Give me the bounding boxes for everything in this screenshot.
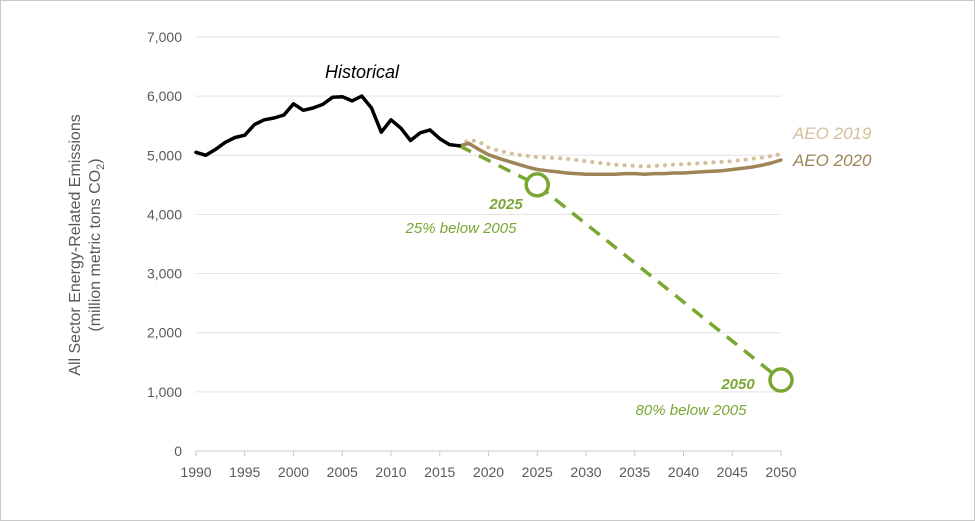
x-tick-label: 2020 <box>473 464 504 480</box>
series-group <box>194 94 783 382</box>
y-axis-label-line2-prefix: (million metric tons CO <box>87 170 104 332</box>
target-2025-marker <box>524 172 550 198</box>
target-2050-label: 2050 <box>720 376 755 393</box>
y-tick-label: 2,000 <box>147 325 182 341</box>
series-line-aeo-2019 <box>457 137 783 169</box>
y-tick-label: 4,000 <box>147 206 182 222</box>
series-line-historical <box>194 94 462 158</box>
x-tick-label: 2025 <box>522 464 553 480</box>
x-tick-label: 2000 <box>278 464 309 480</box>
x-tick-label: 2005 <box>327 464 358 480</box>
y-tick-label: 5,000 <box>147 147 182 163</box>
grid-lines <box>196 36 781 393</box>
y-tick-label: 7,000 <box>147 29 182 45</box>
x-tick-label: 2050 <box>765 464 796 480</box>
y-tick-label: 1,000 <box>147 384 182 400</box>
aeo2020-label: AEO 2020 <box>792 151 872 170</box>
target-2025-sublabel: 25% below 2005 <box>405 220 518 237</box>
target-markers <box>524 172 794 393</box>
target-2025-label: 2025 <box>488 196 523 213</box>
x-tick-label: 2010 <box>375 464 406 480</box>
x-tick-label: 2030 <box>570 464 601 480</box>
y-tick-label: 0 <box>174 443 182 459</box>
x-tick-label: 2040 <box>668 464 699 480</box>
annotations: Historical AEO 2019 AEO 2020 2025 25% be… <box>325 62 872 419</box>
x-tick-label: 1990 <box>180 464 211 480</box>
y-tick-label: 3,000 <box>147 266 182 282</box>
y-axis-label-line2-suffix: ) <box>87 158 104 163</box>
y-axis-label-subscript: 2 <box>95 164 107 170</box>
target-2050-sublabel: 80% below 2005 <box>636 402 748 419</box>
historical-label: Historical <box>325 62 400 82</box>
x-tick-label: 2035 <box>619 464 650 480</box>
y-axis-label-line1: All Sector Energy-Related Emissions <box>67 114 84 375</box>
y-axis-ticks: 0 1,000 2,000 3,000 4,000 5,000 6,000 7,000 <box>147 29 182 459</box>
y-tick-label: 6,000 <box>147 88 182 104</box>
y-axis-label: All Sector Energy-Related Emissions (mil… <box>67 114 107 375</box>
aeo2019-label: AEO 2019 <box>792 124 872 143</box>
x-tick-label: 2015 <box>424 464 455 480</box>
target-2050-marker <box>768 367 794 393</box>
x-tick-label: 2045 <box>717 464 748 480</box>
y-axis-label-line2: (million metric tons CO2) <box>87 158 107 331</box>
x-axis-ticks: 1990 1995 2000 2005 2010 2015 2020 2025 2030 2035… <box>180 451 797 480</box>
x-tick-label: 1995 <box>229 464 260 480</box>
series-line-aeo-2020 <box>457 141 783 176</box>
series-line-target <box>458 144 783 382</box>
